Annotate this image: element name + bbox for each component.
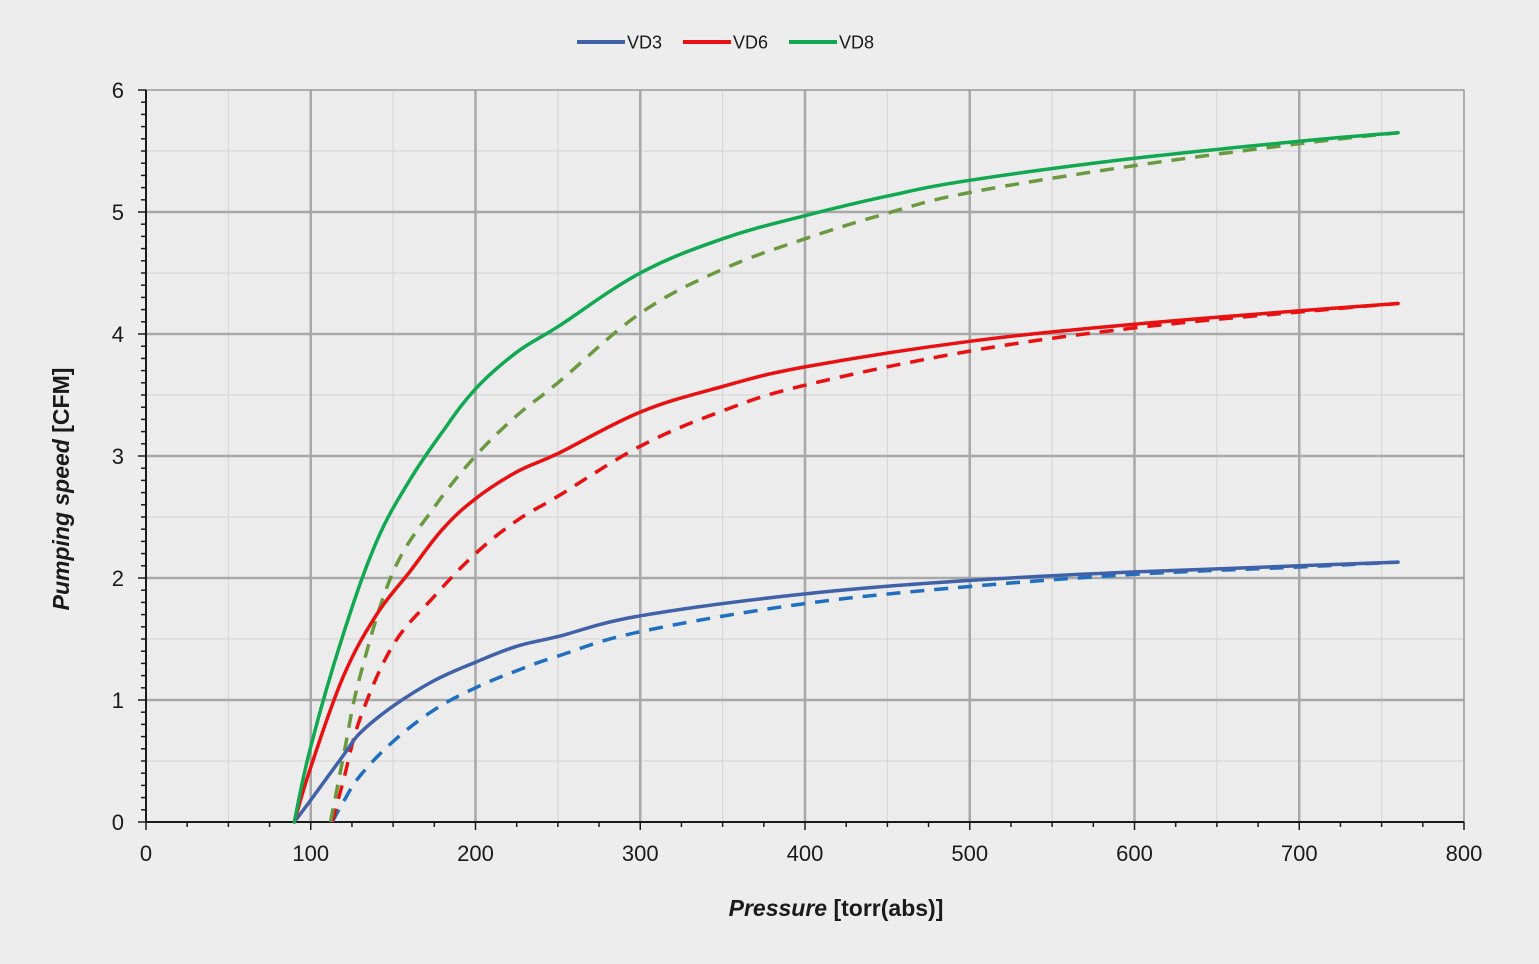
x-tick-label: 400: [787, 841, 824, 866]
legend-label-vd3: VD3: [627, 33, 662, 53]
series-line-6a9a40-dashed: [328, 130, 1399, 823]
y-tick-label: 1: [112, 688, 124, 713]
legend-label-vd6: VD6: [733, 33, 768, 53]
legend: VD3 VD6 VD8: [577, 33, 874, 53]
series-layer: [292, 130, 1400, 824]
x-tick-label: 500: [951, 841, 988, 866]
x-axis-title: Pressure [torr(abs)]: [729, 895, 944, 921]
y-tick-label: 6: [112, 78, 124, 103]
axes: 0 1 2 3 4 5 6 0 100 200 300 400 500 600 700 800: [112, 78, 1483, 866]
x-tick-label: 200: [457, 841, 494, 866]
y-tick-label: 0: [112, 810, 124, 835]
y-tick-label: 4: [112, 322, 124, 347]
series-line-vd3-solid: [292, 560, 1400, 824]
series-line-e81010-dashed: [330, 301, 1399, 823]
x-tick-label: 300: [622, 841, 659, 866]
series-line-vd8-solid: [292, 130, 1400, 824]
y-tick-label: 5: [112, 200, 124, 225]
x-tick-label: 0: [140, 841, 152, 866]
x-tick-label: 600: [1116, 841, 1153, 866]
series-line-1f6fc0-dashed: [330, 560, 1399, 823]
series-line-vd6-solid: [292, 301, 1400, 824]
y-axis-title: Pumping speed [CFM]: [48, 368, 74, 611]
major-gridlines: [146, 90, 1464, 822]
x-tick-label: 100: [292, 841, 329, 866]
x-tick-label: 700: [1281, 841, 1318, 866]
x-tick-label: 800: [1446, 841, 1483, 866]
legend-label-vd8: VD8: [839, 33, 874, 53]
y-tick-label: 2: [112, 566, 124, 591]
y-tick-label: 3: [112, 444, 124, 469]
